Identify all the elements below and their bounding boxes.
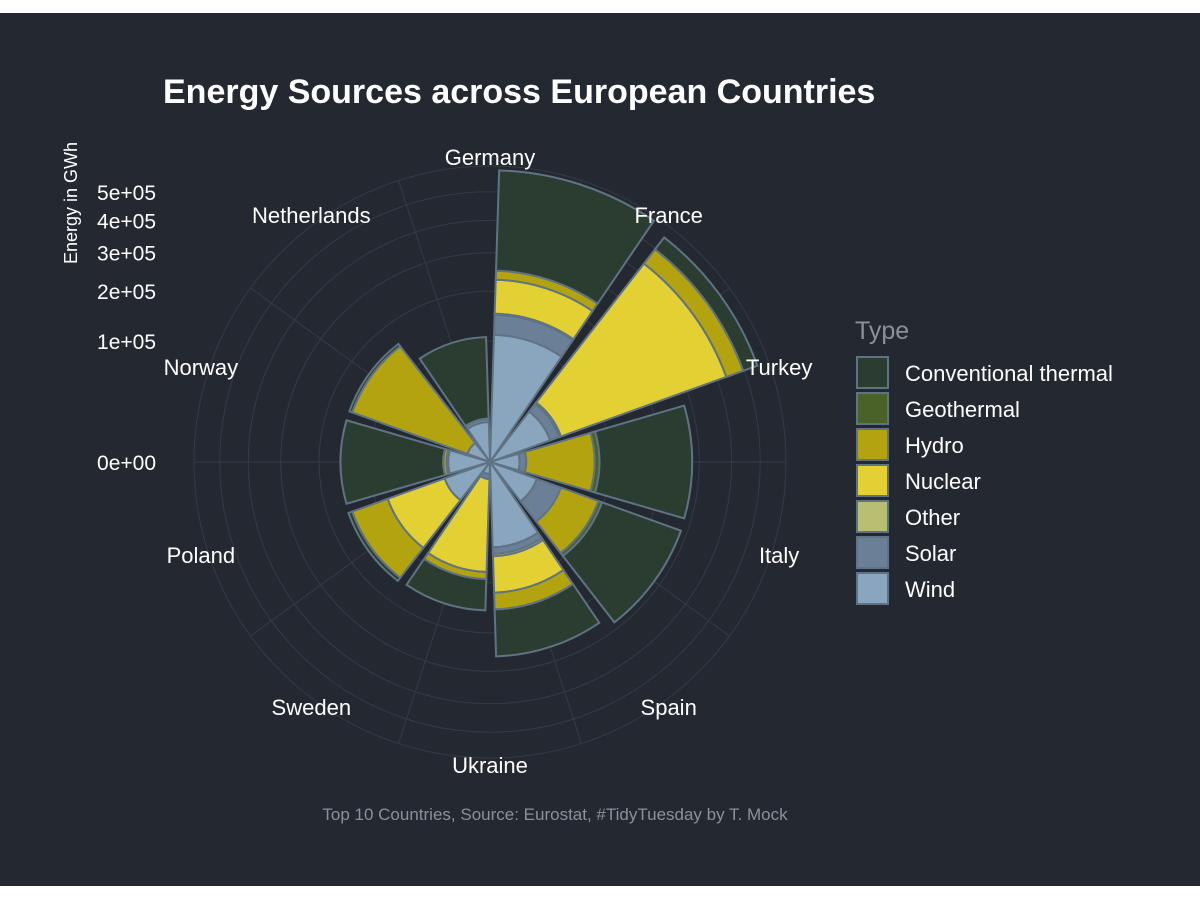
category-labels: Germany France Turkey Italy Spain Ukraine Swed… <box>164 145 813 778</box>
category-label-poland: Poland <box>167 543 236 568</box>
legend-swatch-wind <box>856 572 889 605</box>
radial-tick-label: 0e+00 <box>97 452 156 475</box>
radial-tick-label: 3e+05 <box>97 243 156 266</box>
legend-swatch-hydro <box>856 428 889 461</box>
bar-spain-conventional-thermal <box>493 582 601 658</box>
category-label-germany: Germany <box>445 145 535 170</box>
bar-norway-conventional-thermal <box>348 342 402 414</box>
legend-label-geothermal: Geothermal <box>905 397 1020 422</box>
category-label-france: France <box>634 203 702 228</box>
bar-france-conventional-thermal <box>653 236 759 373</box>
chart-title: Energy Sources across European Countries <box>163 73 875 111</box>
bars <box>339 169 759 658</box>
radial-tick-labels: 0e+00 1e+05 2e+05 3e+05 4e+05 5e+05 <box>97 182 156 475</box>
legend-swatch-nuclear <box>856 464 889 497</box>
legend-label-solar: Solar <box>905 541 956 566</box>
legend-swatch-geothermal <box>856 392 889 425</box>
legend-swatch-other <box>856 500 889 533</box>
legend-swatch-conventional-thermal <box>856 356 889 389</box>
category-label-netherlands: Netherlands <box>252 203 371 228</box>
bar-germany-conventional-thermal <box>494 169 656 306</box>
legend-title: Type <box>855 317 909 345</box>
y-axis-label: Energy in GWh <box>61 142 81 264</box>
category-label-italy: Italy <box>759 543 799 568</box>
legend: Type Conventional thermal Geothermal Hydro… <box>855 317 1113 605</box>
legend-label-nuclear: Nuclear <box>905 469 981 494</box>
radial-tick-label: 1e+05 <box>97 331 156 354</box>
radial-tick-label: 5e+05 <box>97 182 156 205</box>
legend-label-conventional-thermal: Conventional thermal <box>905 361 1113 386</box>
bar-poland-conventional-thermal <box>339 419 447 505</box>
radial-tick-label: 2e+05 <box>97 281 156 304</box>
radial-tick-label: 4e+05 <box>97 210 156 233</box>
bar-ukraine-conventional-thermal <box>405 557 488 612</box>
legend-label-hydro: Hydro <box>905 433 964 458</box>
bar-turkey-conventional-thermal <box>593 404 694 520</box>
bar-italy-conventional-thermal <box>561 501 683 624</box>
category-label-sweden: Sweden <box>272 695 352 720</box>
legend-label-wind: Wind <box>905 577 955 602</box>
category-label-norway: Norway <box>164 355 239 380</box>
chart-caption: Top 10 Countries, Source: Eurostat, #Tid… <box>322 805 788 824</box>
legend-label-other: Other <box>905 505 960 530</box>
bar-netherlands-conventional-thermal <box>418 336 490 428</box>
category-label-spain: Spain <box>641 695 697 720</box>
bar-sweden-conventional-thermal <box>347 510 402 583</box>
legend-swatch-solar <box>856 536 889 569</box>
category-label-turkey: Turkey <box>746 355 812 380</box>
category-label-ukraine: Ukraine <box>452 753 528 778</box>
